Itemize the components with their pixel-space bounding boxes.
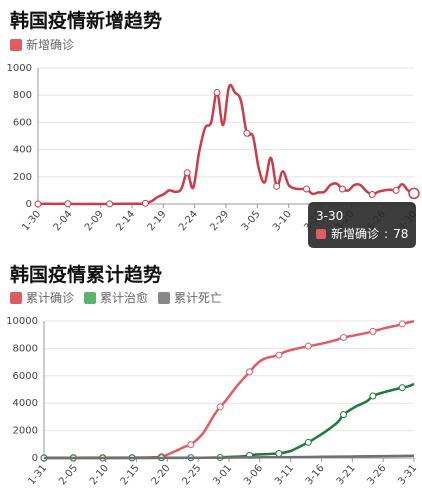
data-point	[275, 351, 283, 359]
legend-item-cum-confirmed[interactable]: 累计确诊	[10, 289, 74, 306]
legend-swatch	[10, 38, 22, 51]
x-tick-label: 2-10	[88, 463, 111, 487]
x-tick-label: 3-16	[304, 463, 327, 487]
data-point	[213, 88, 221, 96]
x-tick-label: 2-29	[208, 209, 231, 233]
y-tick-label: 6000	[13, 371, 38, 382]
data-point	[34, 200, 42, 208]
x-tick-label: 2-20	[150, 463, 173, 487]
y-tick-label: 10000	[6, 316, 38, 327]
data-point	[398, 384, 406, 392]
data-point	[392, 186, 400, 194]
legend-swatch	[158, 291, 171, 304]
legend-label: 累计确诊	[26, 291, 75, 305]
chart2-plot[interactable]: 0 2000 4000 6000 8000 10000 1-31 2-05 2-10 2-15 2-…	[0, 303, 422, 495]
y-tick-label: 8000	[13, 343, 38, 354]
data-point	[398, 320, 406, 328]
data-point	[141, 199, 149, 207]
y-tick-label: 2000	[13, 426, 38, 437]
x-tick-label: 3-01	[211, 463, 234, 487]
y-tick-label: 400	[13, 145, 32, 156]
x-tick-label: 2-09	[83, 209, 106, 233]
x-tick-label: 2-25	[180, 463, 203, 487]
y-tick-label: 0	[26, 199, 32, 210]
x-tick-label: 3-31	[396, 463, 419, 487]
chart2-title: 韩国疫情累计趋势	[10, 264, 163, 286]
series-line	[43, 320, 415, 460]
y-tick-label: 600	[13, 117, 32, 128]
x-tick-label: 2-14	[114, 209, 137, 233]
series-line	[44, 454, 415, 460]
data-point	[246, 368, 254, 376]
data-point	[106, 200, 114, 208]
chart2-legend: 累计确诊 累计治愈 累计死亡	[10, 289, 222, 306]
legend-label: 累计治愈	[100, 291, 149, 305]
data-point	[183, 169, 191, 177]
y-tick-label: 800	[13, 90, 32, 101]
data-point	[368, 190, 376, 198]
legend-label: 累计死亡	[174, 291, 223, 305]
data-point	[273, 182, 281, 190]
tooltip-swatch	[316, 229, 326, 239]
x-tick-label: 2-04	[52, 209, 75, 233]
y-tick-label: 0	[32, 453, 38, 464]
x-tick-label: 3-26	[365, 463, 388, 487]
tooltip-separator: :	[384, 227, 389, 241]
chart1-tooltip: 3-30 新增确诊:78	[308, 202, 417, 248]
x-tick-label: 2-24	[177, 209, 200, 233]
data-point	[216, 403, 224, 411]
data-point	[340, 411, 348, 419]
chart1-title: 韩国疫情新增趋势	[10, 10, 163, 32]
data-point	[340, 333, 348, 341]
data-point	[64, 200, 72, 208]
legend-swatch	[10, 291, 22, 304]
x-tick-label: 3-06	[242, 463, 265, 487]
data-point	[304, 438, 312, 446]
data-point	[369, 392, 377, 400]
data-point	[187, 441, 195, 449]
data-point	[243, 129, 251, 137]
data-point	[304, 342, 312, 350]
legend-item-new-confirmed[interactable]: 新增确诊	[10, 36, 74, 53]
x-tick-label: 3-11	[273, 463, 296, 487]
tooltip-value: 78	[393, 227, 409, 241]
tooltip-series: 新增确诊	[331, 227, 380, 241]
x-tick-label: 2-19	[146, 209, 169, 233]
x-tick-label: 1-30	[20, 209, 43, 233]
x-tick-label: 2-05	[57, 463, 80, 487]
highlighted-point	[408, 187, 420, 200]
series-line	[37, 83, 415, 206]
data-point	[303, 185, 311, 193]
legend-swatch	[84, 291, 97, 304]
data-point	[338, 185, 346, 193]
legend-item-cum-deaths[interactable]: 累计死亡	[158, 289, 222, 306]
legend-label: 新增确诊	[26, 38, 75, 52]
chart1-legend: 新增确诊	[10, 36, 74, 53]
data-point	[369, 327, 377, 335]
tooltip-date: 3-30	[316, 209, 344, 223]
data-point	[275, 449, 283, 457]
x-tick-label: 2-15	[119, 463, 142, 487]
x-tick-label: 3-10	[271, 209, 294, 233]
y-tick-label: 200	[13, 172, 32, 183]
x-tick-label: 3-05	[240, 209, 263, 233]
x-tick-label: 3-21	[335, 463, 358, 487]
y-tick-label: 1000	[7, 63, 32, 74]
legend-item-cum-recovered[interactable]: 累计治愈	[84, 289, 148, 306]
y-tick-label: 4000	[13, 398, 38, 409]
x-tick-label: 1-31	[26, 463, 49, 487]
